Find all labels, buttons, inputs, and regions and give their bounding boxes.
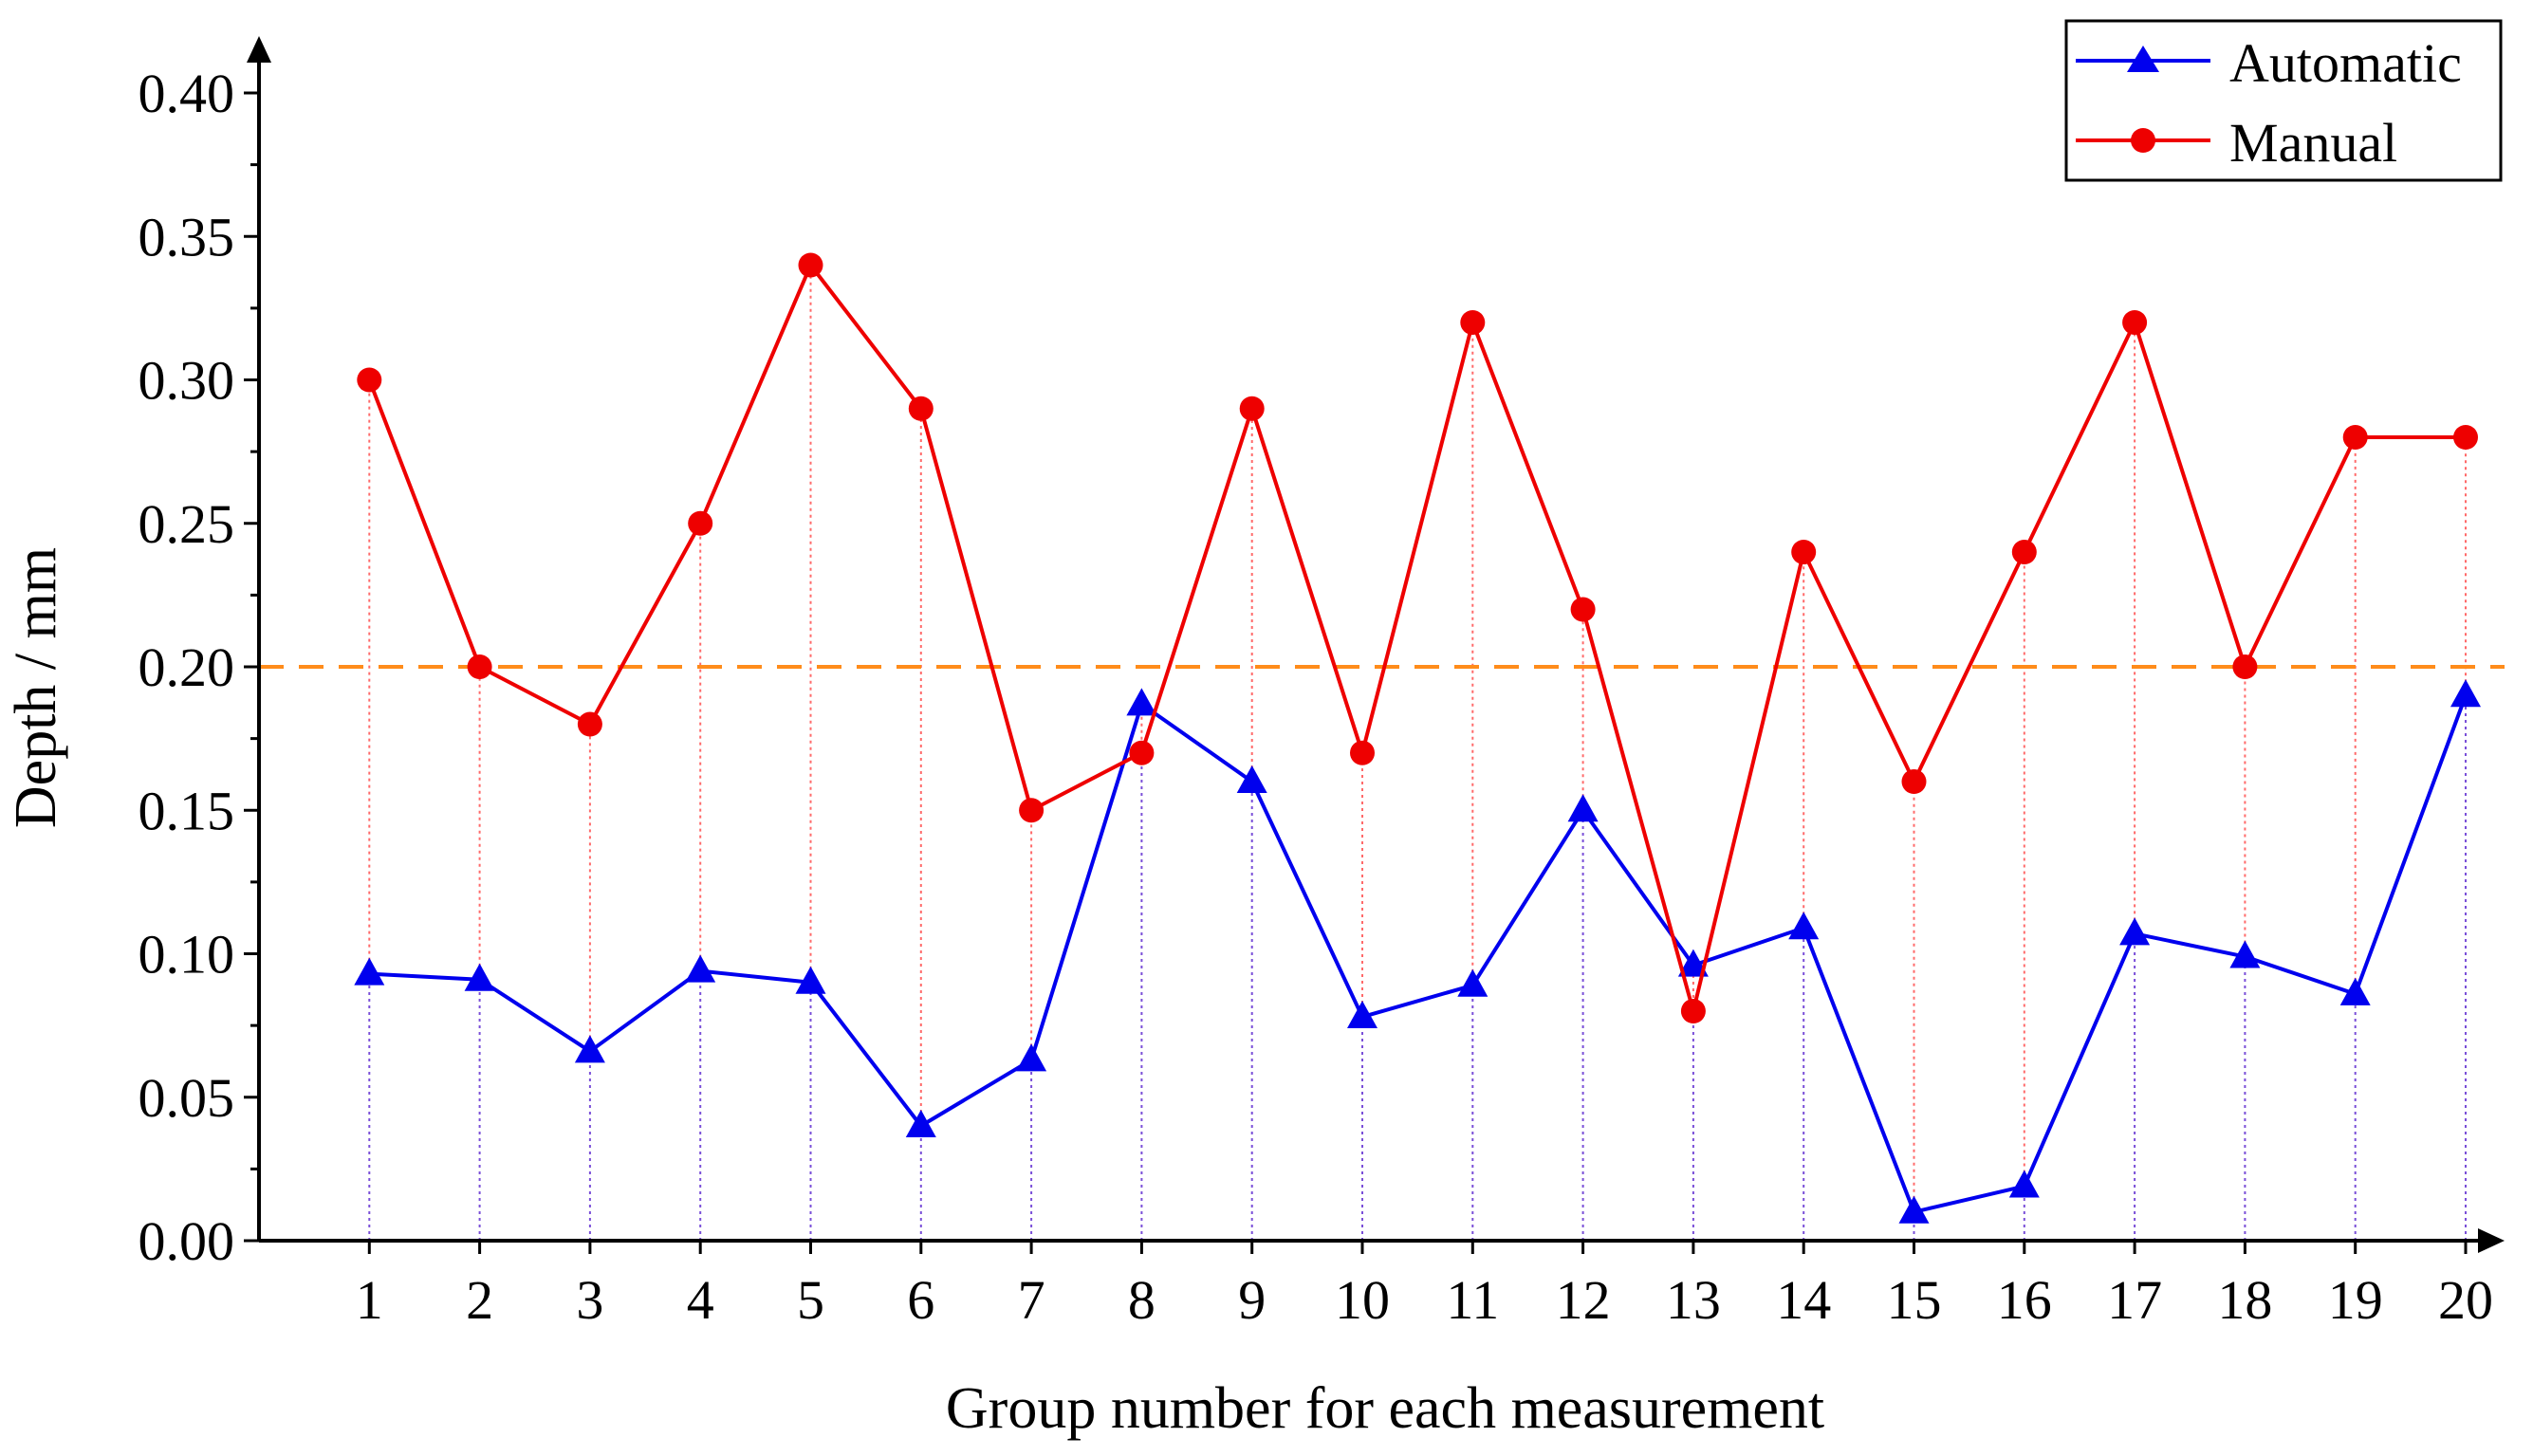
data-point-automatic: [1457, 968, 1488, 997]
data-point-manual: [2342, 425, 2368, 450]
x-tick-label: 4: [687, 1269, 714, 1331]
data-point-manual: [908, 396, 934, 421]
data-point-manual: [577, 711, 602, 737]
data-point-automatic: [1788, 912, 1820, 940]
x-tick-label: 13: [1666, 1269, 1721, 1331]
x-tick-label: 12: [1556, 1269, 1611, 1331]
series-line-manual: [367, 263, 2466, 1013]
tick-labels: 0.000.050.100.150.200.250.300.350.401 2 3 4…: [139, 63, 2494, 1331]
y-tick-label: 0.30: [139, 350, 235, 412]
data-point-automatic: [574, 1035, 605, 1063]
data-point-manual: [1791, 540, 1817, 564]
legend-box: [2064, 19, 2503, 182]
x-tick-label: 10: [1335, 1269, 1390, 1331]
series-line-automatic: [369, 694, 2468, 1214]
data-point-manual: [1570, 597, 1596, 622]
x-tick-label: 17: [2107, 1269, 2162, 1331]
drop-lines: [368, 265, 2467, 1241]
x-tick-label: 19: [2328, 1269, 2383, 1331]
data-point-automatic: [1347, 1001, 1377, 1029]
data-point-automatic: [354, 957, 385, 986]
y-tick-label: 0.20: [139, 636, 235, 698]
series-manual: [357, 252, 2478, 1023]
x-tick-label: 16: [1997, 1269, 2052, 1331]
data-point-manual: [1129, 740, 1155, 765]
data-point-manual: [357, 367, 382, 393]
data-point-automatic: [2339, 977, 2371, 1005]
y-tick-label: 0.25: [139, 493, 235, 555]
y-tick-label: 0.10: [139, 924, 235, 986]
data-point-automatic: [1126, 688, 1157, 716]
y-tick-label: 0.05: [139, 1067, 235, 1129]
x-tick-label: 5: [797, 1269, 824, 1331]
x-tick-label: 3: [576, 1269, 603, 1331]
x-axis-arrow: [2478, 1228, 2505, 1253]
data-point-automatic: [795, 966, 826, 994]
legend-marker-manual: [2131, 128, 2155, 153]
data-point-automatic: [1236, 765, 1267, 793]
legend: Automatic Manual: [2064, 19, 2503, 182]
data-point-automatic: [685, 954, 716, 983]
data-point-automatic: [2229, 940, 2261, 968]
data-point-automatic: [1898, 1195, 1930, 1224]
data-point-manual: [1901, 769, 1927, 794]
x-axis-title: Group number for each measurement: [946, 1376, 1824, 1441]
data-point-automatic: [2450, 679, 2481, 708]
y-tick-label: 0.35: [139, 206, 235, 267]
data-point-manual: [1350, 740, 1375, 765]
x-tick-label: 15: [1887, 1269, 1942, 1331]
data-point-manual: [2011, 540, 2037, 564]
data-point-automatic: [2008, 1170, 2040, 1198]
data-point-manual: [467, 654, 492, 679]
x-tick-label: 9: [1238, 1269, 1266, 1331]
data-point-manual: [798, 252, 823, 278]
data-point-manual: [688, 510, 713, 536]
data-point-automatic: [1016, 1043, 1047, 1072]
x-tick-label: 2: [466, 1269, 493, 1331]
axes: [244, 36, 2505, 1254]
y-axis-arrow: [247, 36, 271, 63]
x-tick-label: 7: [1018, 1269, 1045, 1331]
data-point-manual: [1019, 798, 1045, 823]
series-automatic: [354, 679, 2481, 1224]
data-point-manual: [1239, 396, 1265, 421]
data-point-manual: [2453, 425, 2478, 450]
data-point-manual: [2122, 310, 2148, 335]
data-point-automatic: [464, 963, 495, 991]
legend-marker-automatic: [2127, 46, 2159, 72]
x-tick-label: 1: [356, 1269, 383, 1331]
y-tick-label: 0.15: [139, 780, 235, 841]
y-axis-title: Depth / mm: [4, 547, 68, 828]
legend-label-manual: Manual: [2229, 112, 2397, 174]
x-tick-label: 20: [2438, 1269, 2493, 1331]
x-tick-label: 8: [1128, 1269, 1156, 1331]
data-point-automatic: [905, 1110, 936, 1137]
x-tick-label: 6: [907, 1269, 934, 1331]
data-point-automatic: [2119, 917, 2151, 946]
x-tick-label: 14: [1776, 1269, 1831, 1331]
data-point-manual: [1680, 999, 1706, 1023]
x-tick-label: 18: [2217, 1269, 2272, 1331]
y-tick-label: 0.00: [139, 1210, 235, 1272]
data-point-automatic: [1567, 794, 1599, 822]
x-tick-label: 11: [1446, 1269, 1499, 1331]
data-point-manual: [2232, 654, 2258, 679]
y-tick-label: 0.40: [139, 63, 235, 124]
data-point-automatic: [1677, 949, 1709, 977]
data-point-manual: [1460, 310, 1486, 335]
series-layer: [354, 252, 2481, 1224]
legend-label-automatic: Automatic: [2229, 32, 2462, 94]
